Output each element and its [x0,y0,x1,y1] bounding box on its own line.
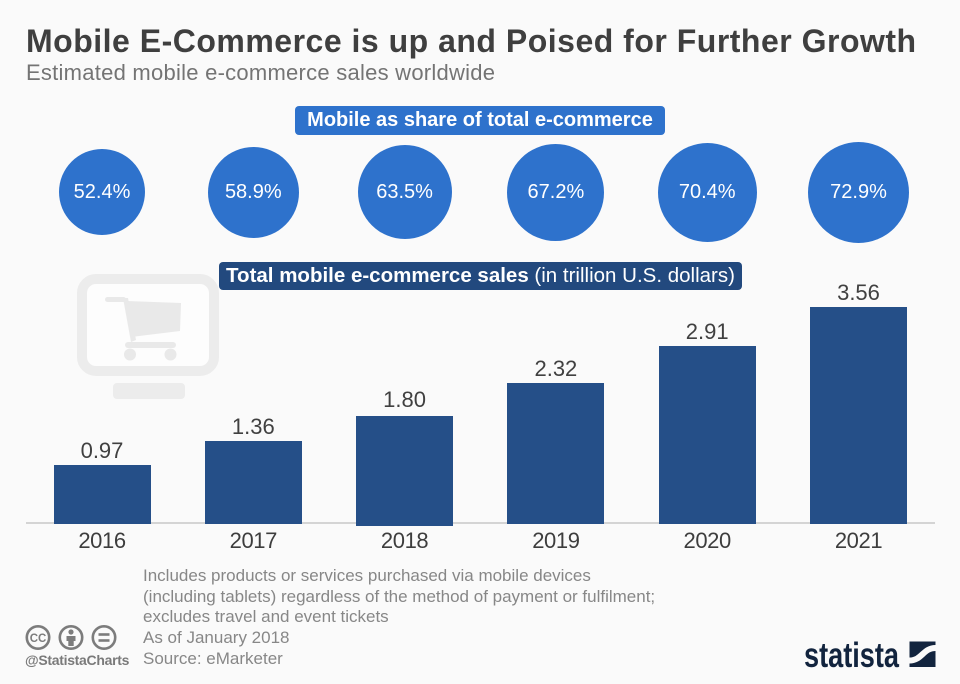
svg-text:CC: CC [30,633,47,645]
svg-text:statista: statista [804,636,899,672]
